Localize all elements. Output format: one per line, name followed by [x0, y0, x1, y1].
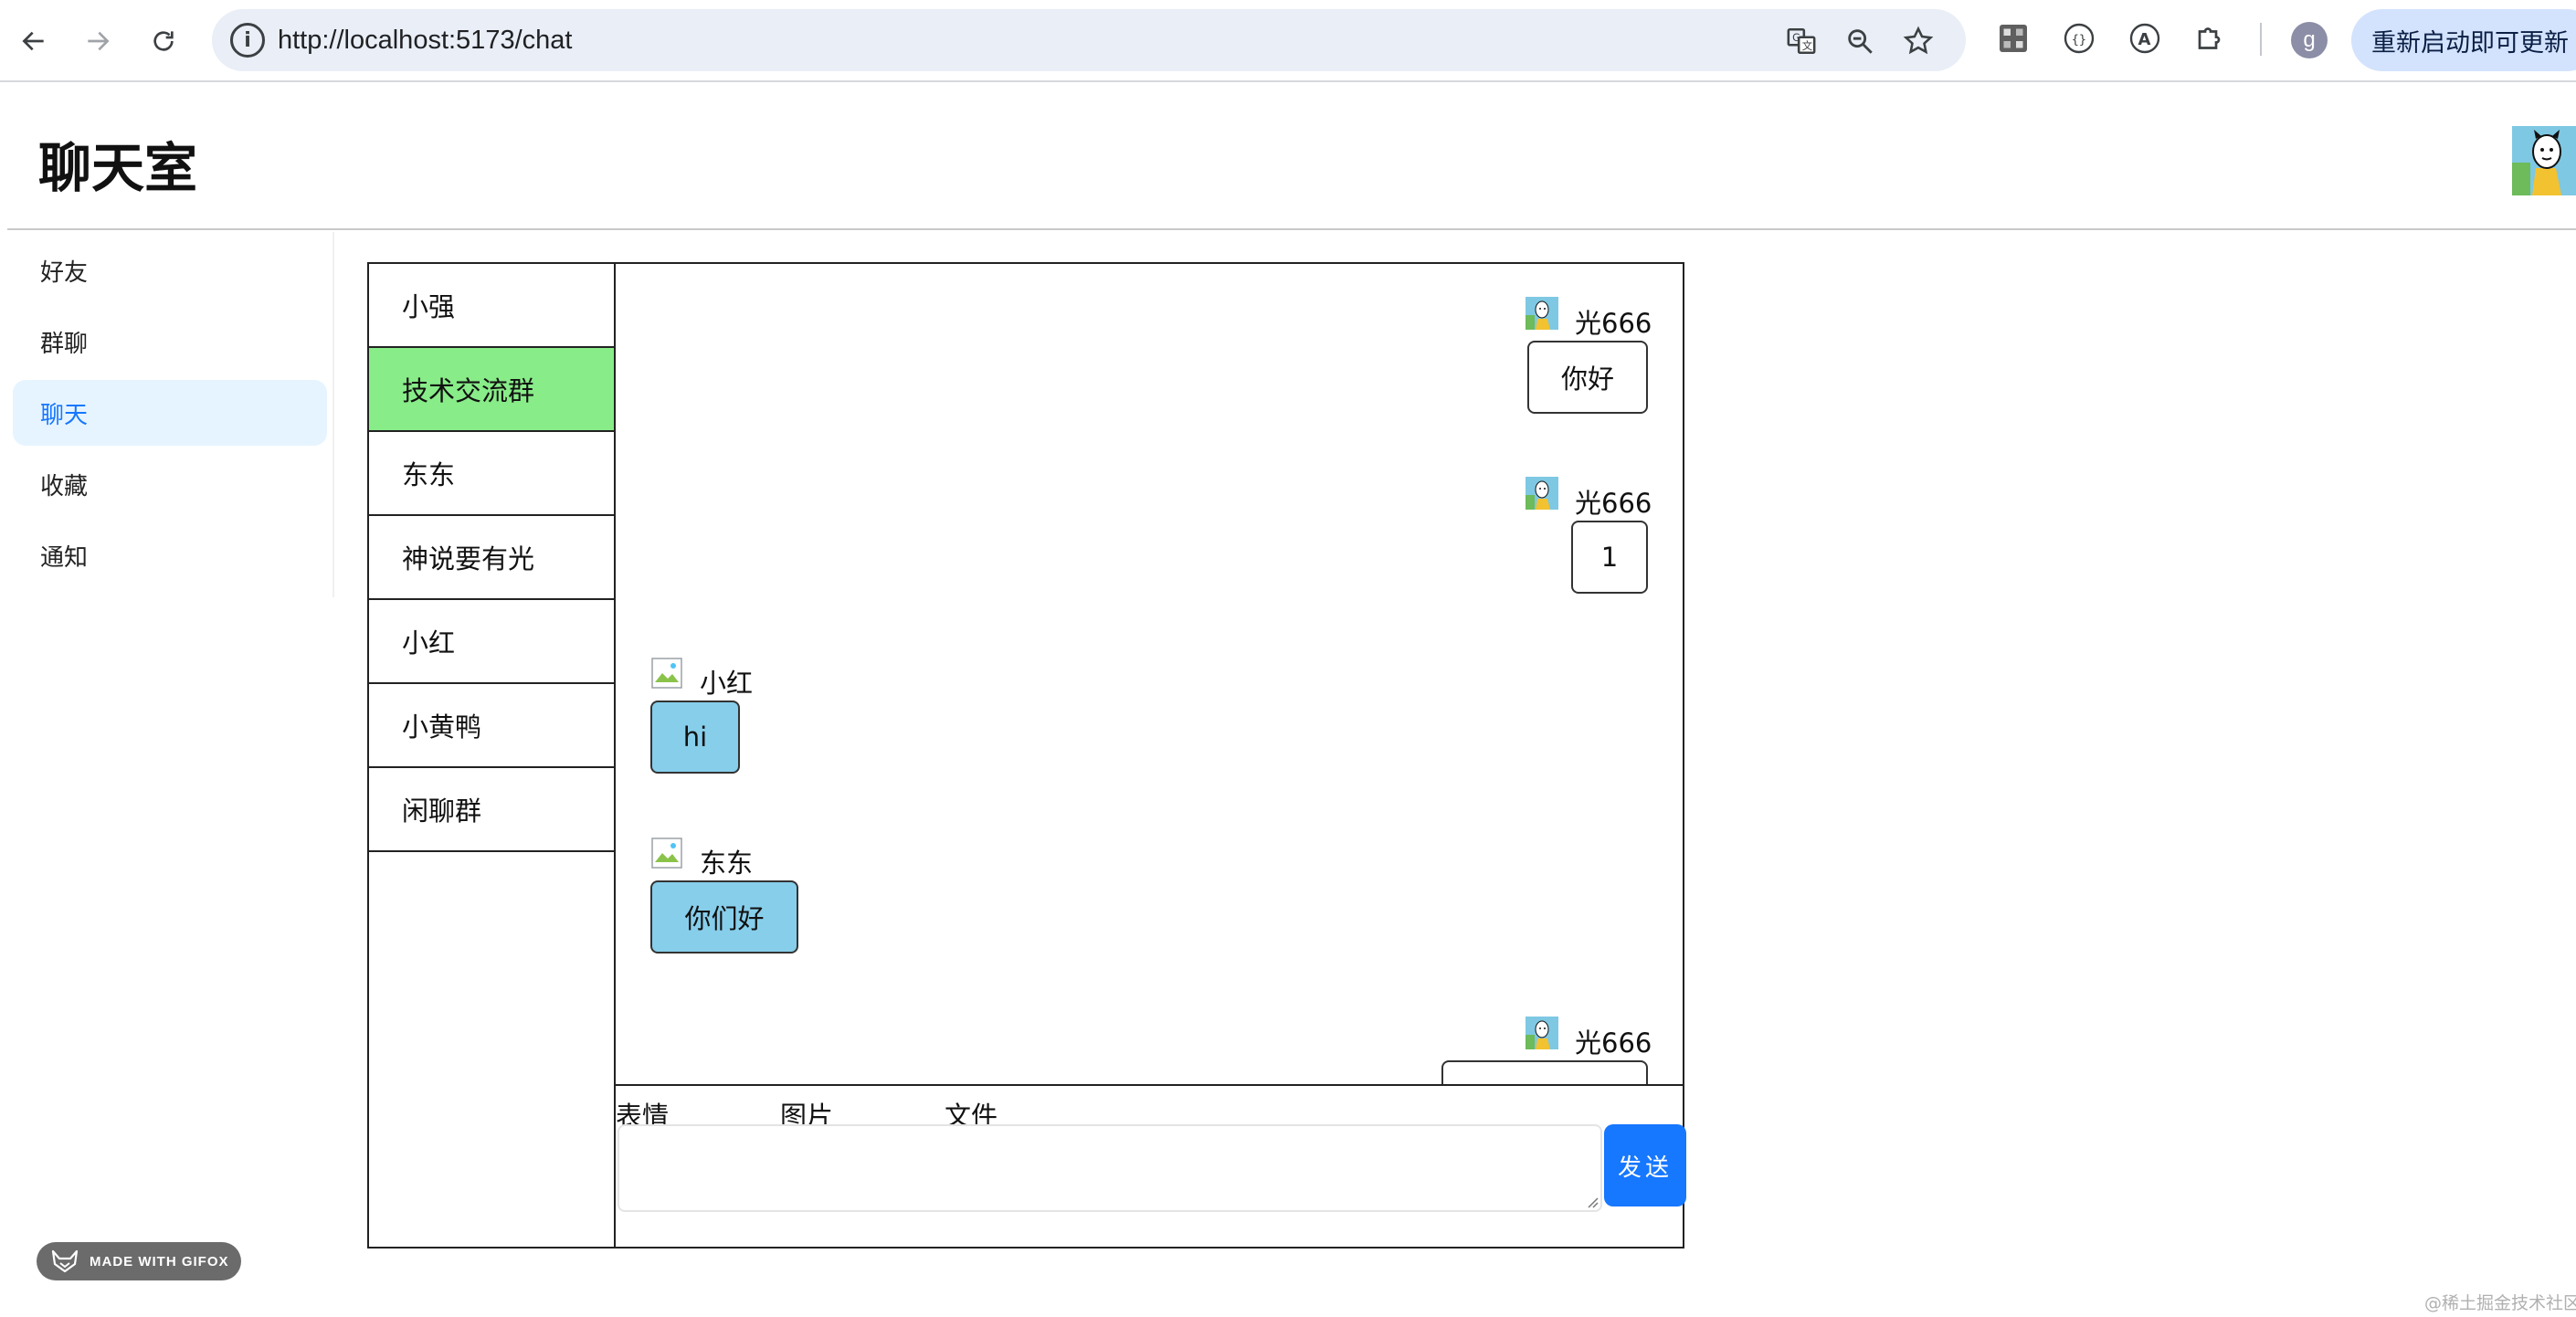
message-composer: 表情 图片 文件 发送 — [616, 1084, 1686, 1247]
bookmark-star-icon[interactable] — [1902, 25, 1935, 58]
sender-avatar — [1526, 477, 1558, 510]
page-title: 聊天室 — [38, 137, 198, 199]
svg-text:{}: {} — [2072, 32, 2086, 47]
message-bubble[interactable]: 1 — [1571, 521, 1648, 594]
svg-text:文: 文 — [1802, 39, 1812, 52]
svg-text:A: A — [2138, 30, 2151, 49]
message-item-mine: 光666 你好 — [616, 297, 1683, 416]
sender-name: 东东 — [700, 848, 754, 879]
contact-item[interactable]: 闲聊群 — [369, 768, 614, 852]
sender-name: 光666 — [1575, 1027, 1652, 1059]
menu-item-notifications[interactable]: 通知 — [40, 543, 89, 572]
contact-item[interactable]: 东东 — [369, 432, 614, 516]
message-list: 光666 你好 光666 1 小红 hi — [616, 264, 1683, 1084]
sender-name: 小红 — [700, 668, 754, 699]
sender-avatar — [1526, 297, 1558, 330]
send-button[interactable]: 发送 — [1604, 1124, 1686, 1206]
reload-button[interactable] — [141, 18, 186, 64]
menu-item-groups[interactable]: 群聊 — [40, 330, 89, 358]
sender-name: 光666 — [1575, 308, 1652, 339]
toolbar-separator — [2260, 23, 2262, 56]
url-text[interactable]: http://localhost:5173/chat — [278, 26, 573, 55]
forward-button[interactable] — [75, 18, 121, 64]
user-avatar[interactable] — [2512, 126, 2576, 195]
menu-item-friends[interactable]: 好友 — [40, 258, 89, 287]
menu-item-favorites[interactable]: 收藏 — [40, 472, 89, 500]
svg-text:G: G — [1792, 31, 1800, 44]
site-info-icon[interactable]: i — [230, 23, 265, 58]
menu-item-chat[interactable]: 聊天 — [13, 380, 327, 446]
message-item-mine: 光666 1 — [616, 477, 1683, 595]
message-input[interactable] — [618, 1124, 1602, 1212]
message-item-mine: 光666 — [616, 1017, 1683, 1084]
broken-image-icon — [650, 657, 683, 690]
message-bubble[interactable]: 你好 — [1527, 341, 1648, 414]
arrow-left-icon — [22, 31, 44, 51]
profile-avatar[interactable]: g — [2291, 22, 2328, 58]
message-bubble[interactable]: 你们好 — [650, 880, 798, 954]
app-header: 聊天室 — [7, 84, 2576, 230]
zoom-icon[interactable] — [1843, 25, 1876, 58]
contact-item[interactable]: 小强 — [369, 264, 614, 348]
message-item-other: 东东 你们好 — [616, 837, 1683, 955]
chat-panel: 光666 你好 光666 1 小红 hi — [614, 262, 1686, 1249]
contact-item[interactable]: 神说要有光 — [369, 516, 614, 600]
message-item-other: 小红 hi — [616, 657, 1683, 775]
contact-list: 小强 技术交流群 东东 神说要有光 小红 小黄鸭 闲聊群 — [367, 262, 616, 1249]
resize-grip-icon[interactable] — [1586, 1196, 1599, 1208]
puzzle-icon[interactable] — [2192, 20, 2229, 57]
sender-avatar — [1526, 1017, 1558, 1049]
font-ext-icon[interactable]: A — [2127, 20, 2163, 57]
reload-icon — [153, 31, 174, 51]
sender-name: 光666 — [1575, 488, 1652, 519]
side-menu: 好友 群聊 聊天 收藏 通知 — [7, 232, 334, 597]
contact-item-active[interactable]: 技术交流群 — [369, 348, 614, 432]
gifox-badge: MADE WITH GIFOX — [37, 1242, 241, 1280]
extension-grid-icon[interactable] — [1995, 20, 2032, 57]
arrow-right-icon — [88, 31, 110, 51]
gifox-label: MADE WITH GIFOX — [90, 1253, 229, 1270]
broken-image-icon — [650, 837, 683, 869]
message-bubble[interactable] — [1441, 1060, 1648, 1084]
message-bubble[interactable]: hi — [650, 701, 740, 774]
contact-item[interactable]: 小红 — [369, 600, 614, 684]
json-viewer-icon[interactable]: {} — [2061, 20, 2097, 57]
fox-logo-icon — [51, 1249, 79, 1273]
back-button[interactable] — [11, 18, 57, 64]
relaunch-update-button[interactable]: 重新启动即可更新 — [2351, 9, 2576, 71]
contact-item[interactable]: 小黄鸭 — [369, 684, 614, 768]
watermark: @稀土掘金技术社区 — [2424, 1293, 2576, 1313]
